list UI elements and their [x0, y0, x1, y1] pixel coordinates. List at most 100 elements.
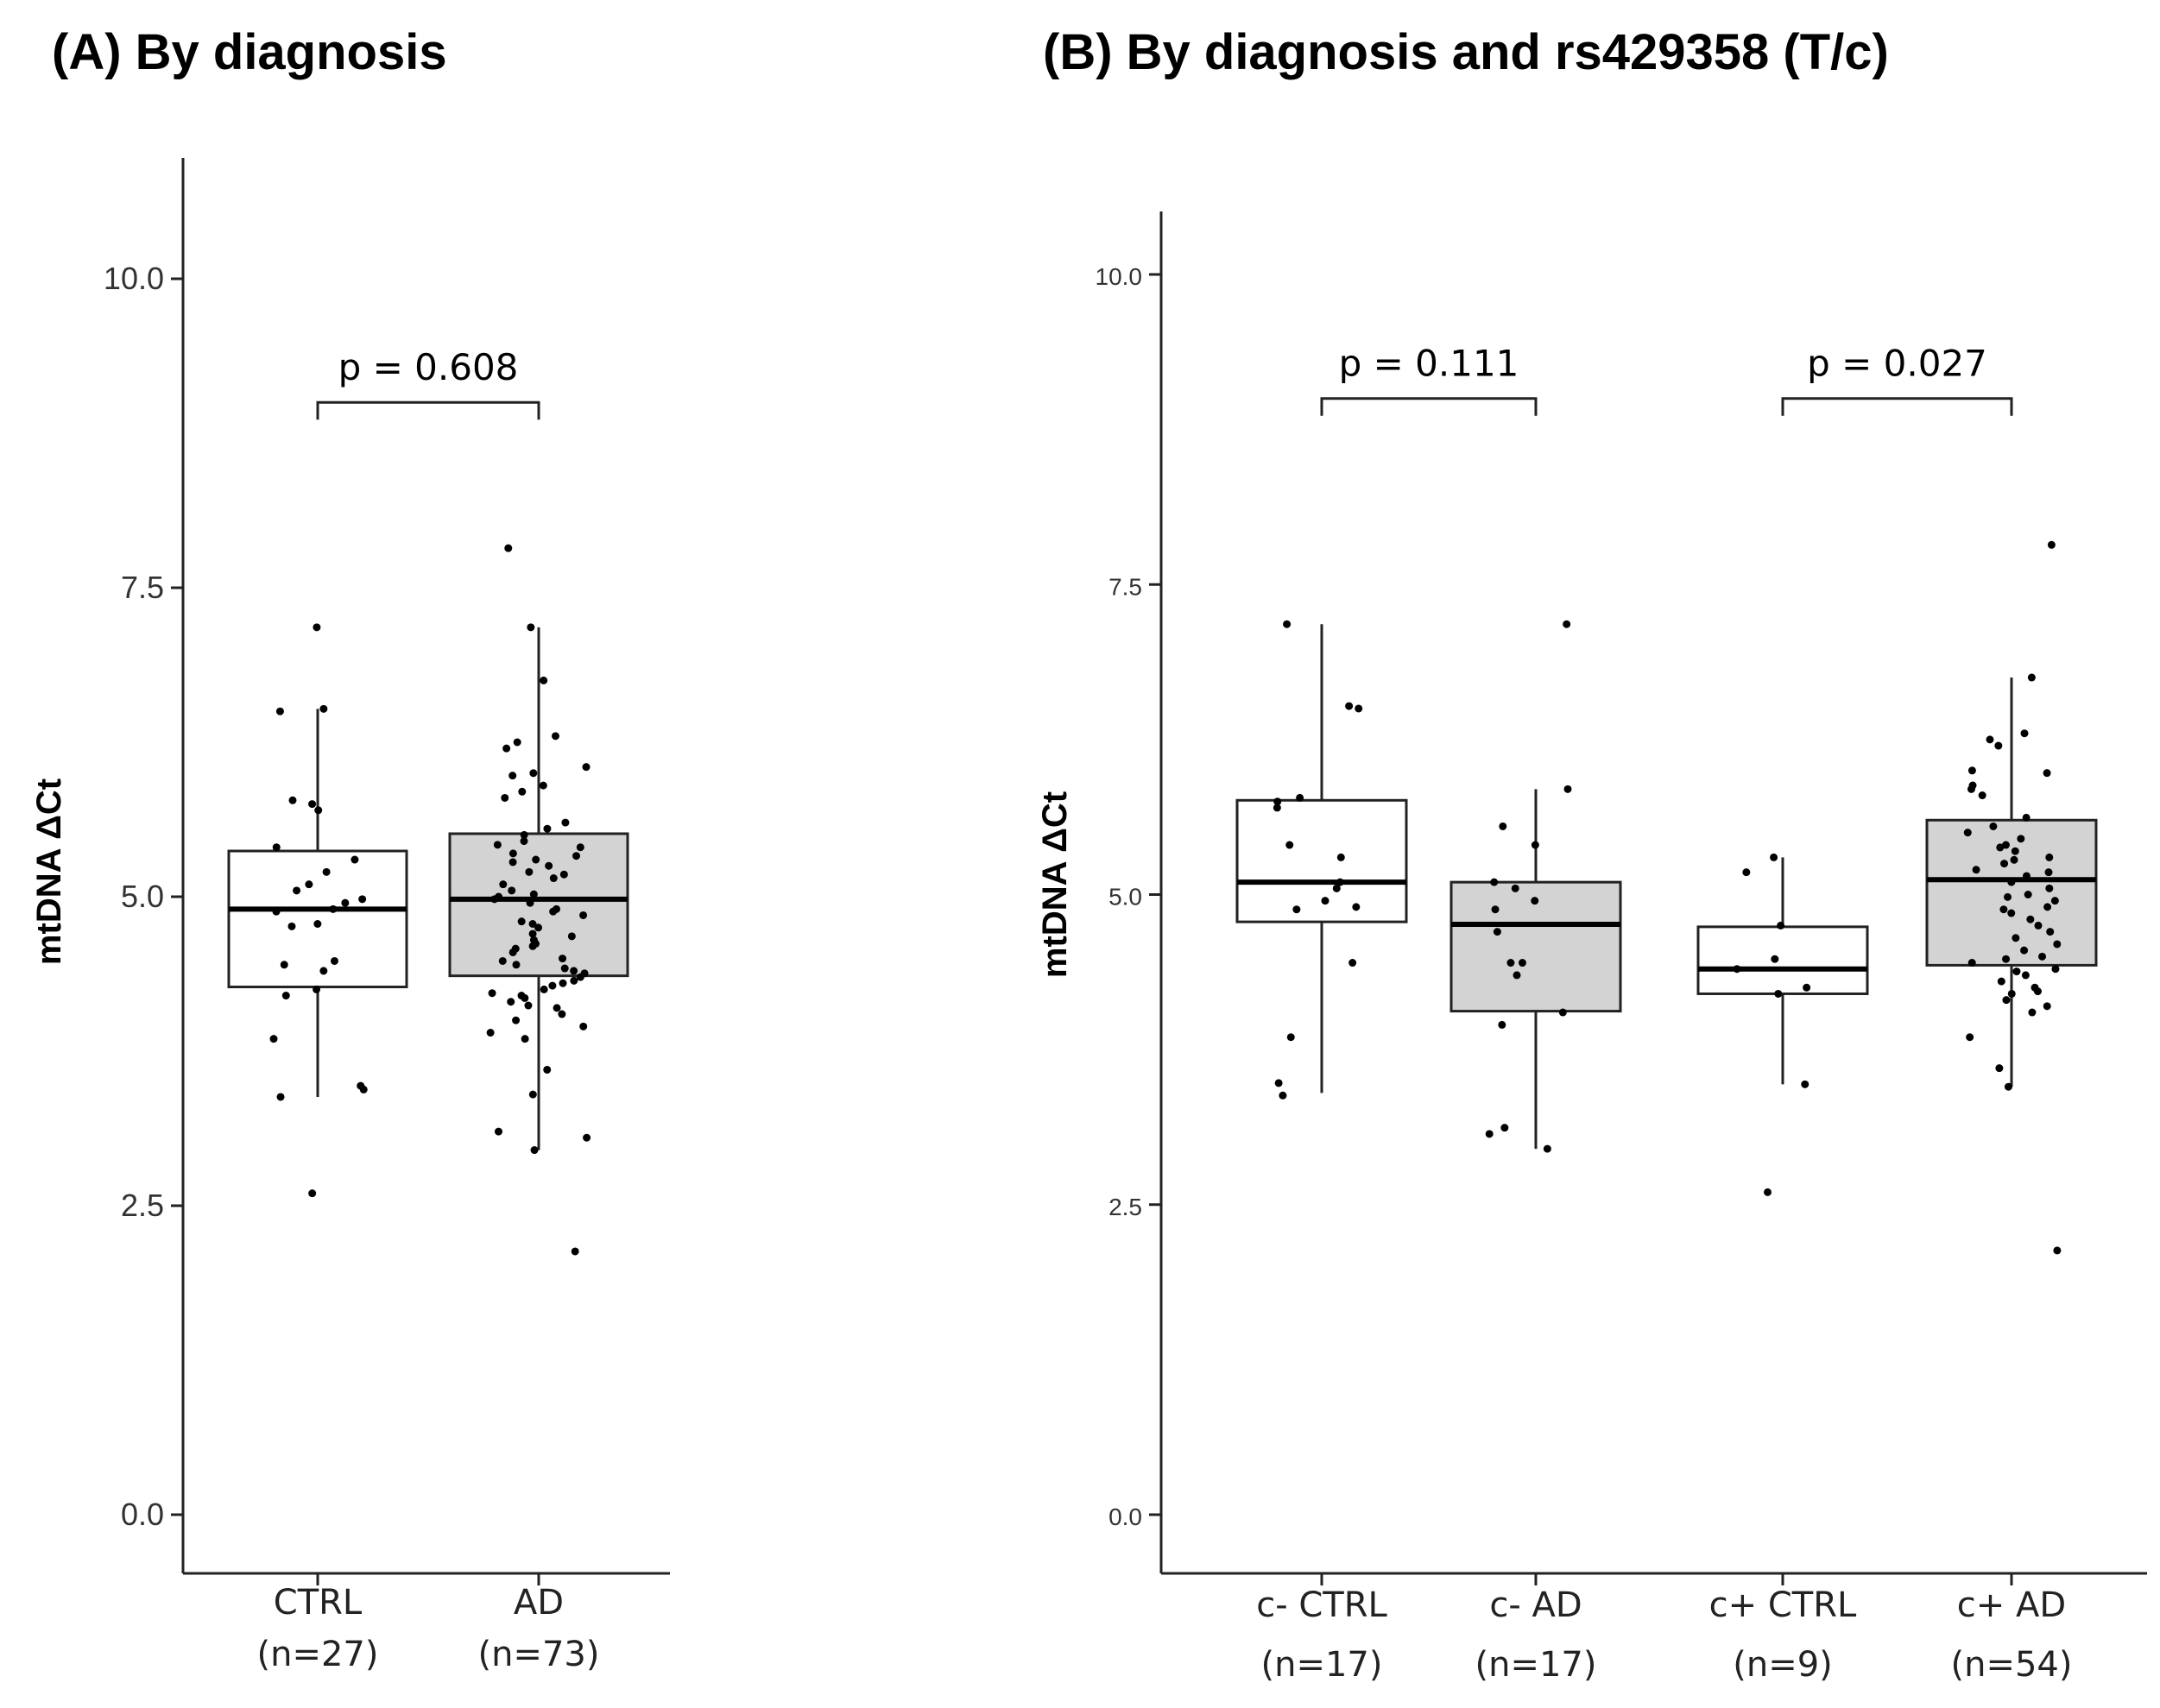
panel-a-ad-data-point [582, 763, 591, 772]
panel-a-ad-data-point [508, 849, 517, 858]
panel-b-c-ad-data-point [2045, 853, 2054, 861]
panel-a-ad-data-point [551, 732, 559, 741]
panel-a-ad-data-point [521, 993, 529, 1002]
panel-b-c-ad-data-point [2011, 847, 2019, 855]
panel-b-c-ad-data-point [2007, 878, 2016, 886]
panel-b-c-ad-data-point [2043, 769, 2051, 778]
panel-b-c-ad-data-point [1986, 735, 1994, 744]
panel-a-ad-data-point [508, 948, 517, 956]
panel-b-c-ad-data-point [2028, 1008, 2037, 1017]
panel-a-y-tick-label: 7.5 [121, 570, 164, 605]
panel-a-ad-data-point [513, 738, 521, 747]
panel-a-ad-data-point [520, 830, 528, 839]
panel-b-c-ad-data-point [1493, 928, 1501, 936]
panel-b-c-ad-data-point [2000, 860, 2009, 868]
panel-b-c-ad-data-point [1989, 822, 1998, 830]
panel-b-c-ctrl-data-point [1283, 620, 1292, 628]
panel-a-ad-data-point [558, 1010, 566, 1018]
panel-a-p-value-label: p = 0.608 [338, 346, 519, 388]
panel-a-ad-n-label: (n=73) [478, 1635, 600, 1674]
panel-a-ad-data-point [567, 932, 576, 941]
panel-b-c-ctrl-data-point [1733, 965, 1741, 974]
panel-a-ad-data-point [559, 870, 568, 879]
panel-a-ctrl-box [227, 849, 408, 989]
panel-b-c-ad-data-point [1531, 841, 1539, 849]
panel-a-y-axis-label: mtDNA ΔCt [30, 778, 68, 965]
panel-a-ad-data-point [512, 961, 521, 969]
panel-b-c-ad-data-point [2053, 1246, 2062, 1255]
panel-b-p-value-label: p = 0.027 [1807, 343, 1987, 385]
panel-a-y-tick-label: 0.0 [121, 1497, 164, 1532]
panel-b-c-ctrl-data-point [1742, 868, 1751, 877]
panel-a-ad-data-point [524, 1001, 533, 1010]
panel-a-ctrl-data-point [322, 867, 331, 876]
panel-b-c-ad-data-point [2043, 903, 2052, 911]
panel-a-y-tick-label: 10.0 [104, 261, 164, 296]
panel-b-c-ad-n-label: (n=54) [1951, 1645, 2073, 1685]
panel-b-c-ad-data-point [2007, 989, 2016, 998]
panel-b-c-ad-data-point [2038, 952, 2047, 961]
panel-a-ad-data-point [529, 890, 538, 898]
panel-a-ad-data-point [559, 979, 567, 987]
panel-b-comparison-bracket [1320, 397, 1538, 416]
panel-a-ctrl-data-point [314, 806, 323, 815]
panel-a-ctrl-data-point [287, 922, 296, 930]
panel-b-y-axis-label: mtDNA ΔCt [1036, 791, 1074, 978]
panel-b-c-ad-data-point [1996, 843, 2005, 852]
panel-a-ad-data-point [539, 781, 547, 790]
panel-b-c-ad-n-label: (n=17) [1475, 1645, 1597, 1685]
panel-a-ctrl-data-point [308, 800, 317, 809]
panel-b-c-ad-data-point [1485, 1130, 1494, 1138]
panel-b-c-ad-data-point [2020, 946, 2029, 955]
panel-b-y-tick-label: 7.5 [1108, 573, 1142, 600]
panel-b-c-ad-data-point [1967, 959, 1976, 967]
panel-b-c-ad-data-point [1513, 971, 1521, 980]
panel-a-ad-data-point [517, 917, 526, 926]
panel-b-c-ad-data-point [2051, 965, 2060, 974]
panel-a-ad-data-point [570, 967, 578, 975]
panel-b-c-ad-data-point [2012, 934, 2020, 942]
panel-a-ad-data-point [493, 841, 502, 849]
panel-a-ctrl-data-point [275, 707, 284, 715]
panel-a-ctrl-data-point [280, 961, 288, 969]
panel-a-ad-data-point [543, 824, 552, 833]
panel-a-ad-data-point [560, 964, 569, 973]
panel-a-ad-data-point [543, 1065, 552, 1074]
panel-a-ad-data-point [553, 1004, 561, 1012]
panel-b-c-ad-data-point [1994, 741, 2003, 750]
panel-b-c-ctrl-data-point [1774, 989, 1783, 998]
panel-a-ad-data-point [498, 956, 507, 965]
panel-a-ad-data-point [583, 1133, 591, 1142]
panel-a-ctrl-data-point [358, 895, 367, 904]
panel-a-ctrl-data-point [359, 1085, 368, 1093]
panel-a-ctrl-data-point [276, 1093, 285, 1101]
panel-b-y-tick-label: 10.0 [1096, 263, 1143, 290]
panel-b-c-ctrl-data-point [1355, 704, 1363, 713]
panel-b-c-ad-data-point [1972, 866, 1980, 874]
panel-a-ctrl-data-point [313, 623, 321, 632]
panel-b-c-ad-box [1925, 818, 2098, 967]
panel-a-ad-data-point [549, 874, 558, 883]
panel-b-c-ad-data-point [1995, 1064, 2004, 1073]
panel-a-ctrl-data-point [308, 1189, 317, 1198]
panel-b-y-tick-label: 5.0 [1108, 884, 1142, 911]
panel-b-c-ad-data-point [2010, 855, 2018, 864]
panel-a-ad-category-label: AD [514, 1583, 564, 1623]
panel-b-c-ctrl-data-point [1285, 841, 1294, 849]
panel-a-y-tick-label: 2.5 [121, 1188, 164, 1223]
panel-a-ctrl-data-point [313, 985, 321, 993]
panel-a-ad-data-point [501, 793, 509, 802]
panel-a-ad-data-point [548, 981, 557, 990]
panel-a-ad-data-point [508, 886, 516, 895]
panel-b-c-ad-data-point [2004, 1082, 2012, 1091]
panel-b-c-ad-data-point [2044, 868, 2053, 877]
panel-b-c-ctrl-data-point [1348, 959, 1357, 967]
panel-b-c-ad-data-point [2022, 872, 2031, 880]
panel-b-c-ctrl-data-point [1279, 1091, 1287, 1100]
panel-a-ad-data-point [545, 861, 553, 870]
panel-b-c-ad-data-point [1563, 785, 1572, 793]
panel-a-ad-data-point [488, 989, 496, 998]
panel-a-ad-data-point [508, 858, 517, 867]
panel-b-c-ad-data-point [2034, 921, 2043, 930]
panel-a-plot: 0.0 2.5 5.0 7.5 10.0 CTRL (n=27) AD (n=73) p = 0.… [104, 158, 670, 1674]
